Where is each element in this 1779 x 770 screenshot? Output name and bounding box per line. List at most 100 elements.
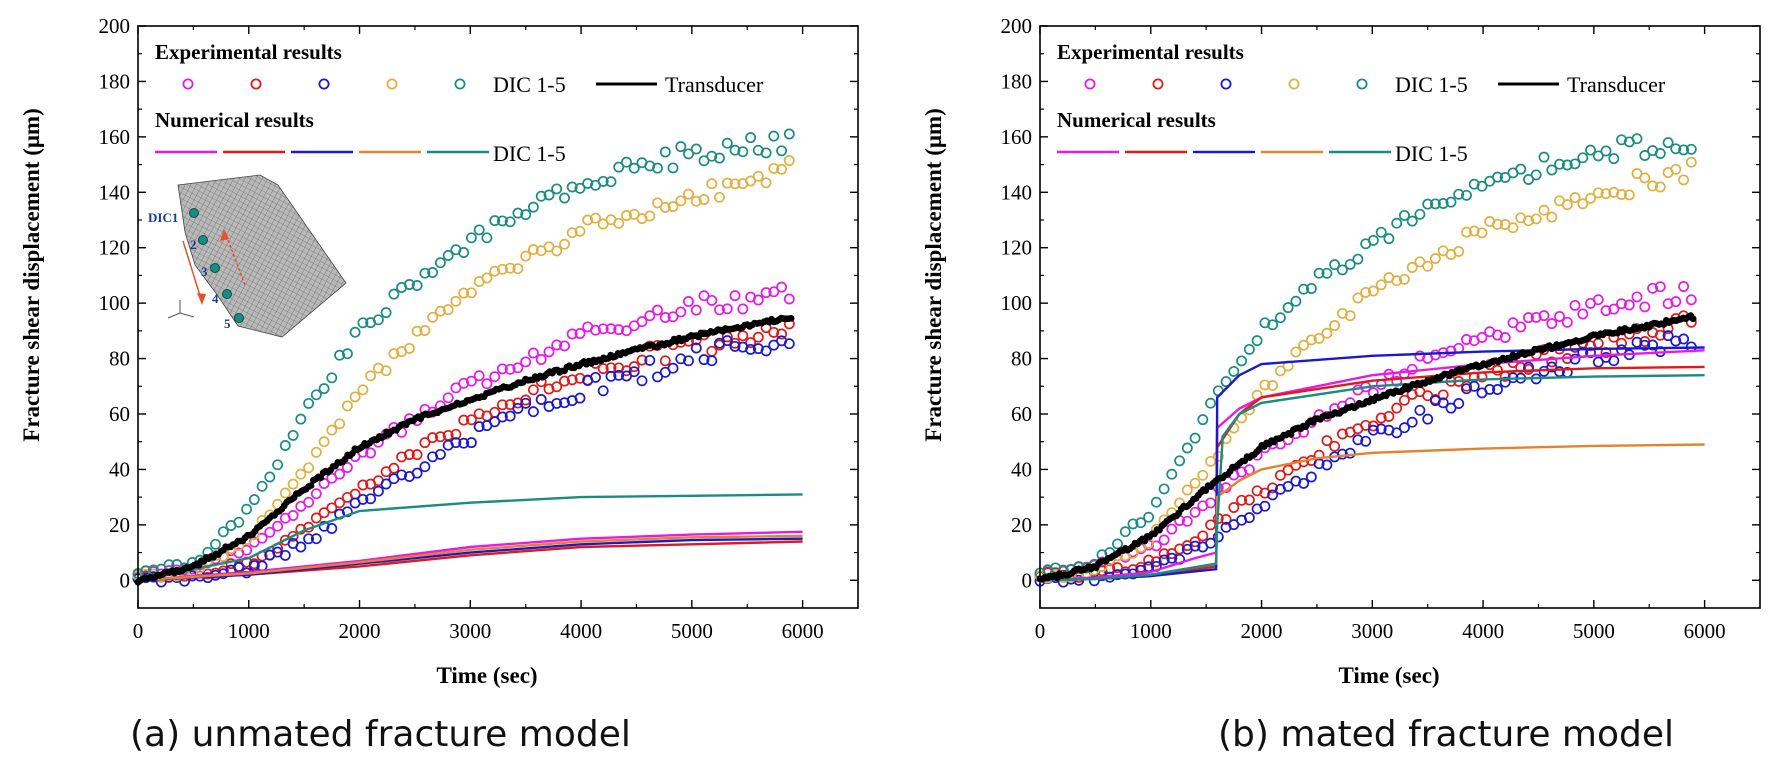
experimental-point — [783, 293, 795, 305]
experimental-point — [1375, 423, 1387, 435]
experimental-point — [365, 370, 377, 382]
experimental-point — [667, 201, 679, 213]
y-tick-label: 120 — [99, 236, 131, 260]
experimental-point — [349, 326, 361, 338]
experimental-point — [613, 217, 625, 229]
legend-experimental-marker-2 — [250, 78, 262, 90]
x-tick-label: 1000 — [228, 619, 270, 643]
experimental-point — [1313, 267, 1325, 279]
experimental-point — [1484, 383, 1496, 395]
experimental-point — [1654, 329, 1666, 341]
experimental-point — [1360, 419, 1372, 431]
experimental-point — [1654, 281, 1666, 293]
experimental-point — [527, 244, 539, 256]
experimental-point — [1158, 534, 1170, 546]
experimental-point — [372, 314, 384, 326]
experimental-point — [551, 245, 563, 257]
experimental-point — [326, 424, 338, 436]
y-tick-label: 20 — [109, 513, 130, 537]
experimental-point — [1461, 226, 1472, 238]
experimental-point — [613, 161, 625, 173]
y-tick-label: 180 — [1001, 69, 1033, 93]
experimental-point — [310, 389, 322, 401]
experimental-point — [1259, 379, 1271, 391]
experimental-point — [427, 267, 439, 278]
experimental-point — [496, 363, 508, 375]
experimental-point — [760, 345, 772, 357]
experimental-point — [574, 372, 586, 384]
x-tick-label: 0 — [133, 619, 144, 643]
y-tick-label: 40 — [1011, 457, 1032, 481]
shear-arrowhead-down — [197, 293, 206, 305]
experimental-point — [334, 418, 346, 430]
panel-a-x-axis-title: Time (sec) — [436, 663, 537, 688]
experimental-point — [310, 512, 322, 524]
experimental-point — [1685, 294, 1697, 306]
inset-label-3: 3 — [201, 264, 208, 279]
experimental-point — [745, 132, 757, 144]
experimental-point — [1298, 283, 1310, 295]
experimental-point — [1267, 380, 1279, 391]
experimental-point — [729, 340, 741, 352]
experimental-point — [1321, 327, 1333, 339]
experimental-point — [1391, 427, 1403, 439]
experimental-point — [520, 394, 532, 406]
x-tick-label: 0 — [1035, 619, 1046, 643]
y-tick-label: 0 — [1022, 568, 1033, 592]
legend-experimental-marker-1 — [182, 78, 194, 90]
experimental-point — [590, 371, 601, 383]
experimental-point — [737, 303, 749, 315]
experimental-point — [776, 145, 788, 157]
y-tick-label: 120 — [1001, 236, 1033, 260]
experimental-point — [419, 437, 431, 449]
experimental-point — [1492, 171, 1503, 183]
experimental-point — [1515, 321, 1527, 333]
experimental-point — [434, 257, 446, 269]
experimental-point — [1143, 554, 1155, 566]
experimental-point — [706, 150, 718, 162]
experimental-point — [1336, 428, 1348, 440]
experimental-point — [543, 189, 555, 201]
experimental-point — [1422, 260, 1434, 272]
x-tick-label: 6000 — [782, 619, 824, 643]
experimental-point — [1391, 217, 1403, 229]
experimental-point — [1344, 258, 1356, 270]
experimental-point — [543, 346, 555, 358]
experimental-point — [1398, 273, 1410, 285]
experimental-point — [1546, 356, 1558, 368]
experimental-point — [1321, 435, 1333, 447]
experimental-point — [683, 296, 694, 307]
experimental-point — [1158, 483, 1170, 495]
experimental-point — [1197, 414, 1209, 426]
experimental-point — [698, 354, 710, 366]
experimental-point — [473, 370, 485, 382]
experimental-point — [1236, 494, 1248, 506]
experimental-point — [760, 287, 772, 299]
experimental-point — [1236, 466, 1248, 478]
panel-b-series-layer — [1034, 133, 1705, 588]
experimental-point — [605, 370, 617, 382]
experimental-point — [1592, 187, 1604, 199]
experimental-point — [574, 182, 586, 194]
y-tick-label: 60 — [1011, 402, 1032, 426]
experimental-point — [1569, 158, 1581, 170]
experimental-point — [1461, 383, 1472, 395]
experimental-point — [1205, 455, 1217, 467]
experimental-point — [559, 375, 570, 387]
experimental-point — [1608, 186, 1620, 198]
experimental-point — [295, 541, 307, 553]
experimental-point — [582, 177, 594, 189]
experimental-point — [1414, 404, 1426, 416]
experimental-point — [667, 362, 679, 374]
experimental-point — [1631, 291, 1643, 303]
experimental-point — [659, 312, 671, 323]
shear-arrow-up — [224, 231, 246, 286]
y-tick-label: 0 — [120, 568, 131, 592]
experimental-point — [1600, 188, 1612, 200]
experimental-point — [1600, 145, 1612, 157]
experimental-point — [776, 281, 788, 293]
experimental-point — [1181, 515, 1193, 527]
experimental-point — [1383, 410, 1395, 422]
experimental-point — [721, 177, 733, 189]
